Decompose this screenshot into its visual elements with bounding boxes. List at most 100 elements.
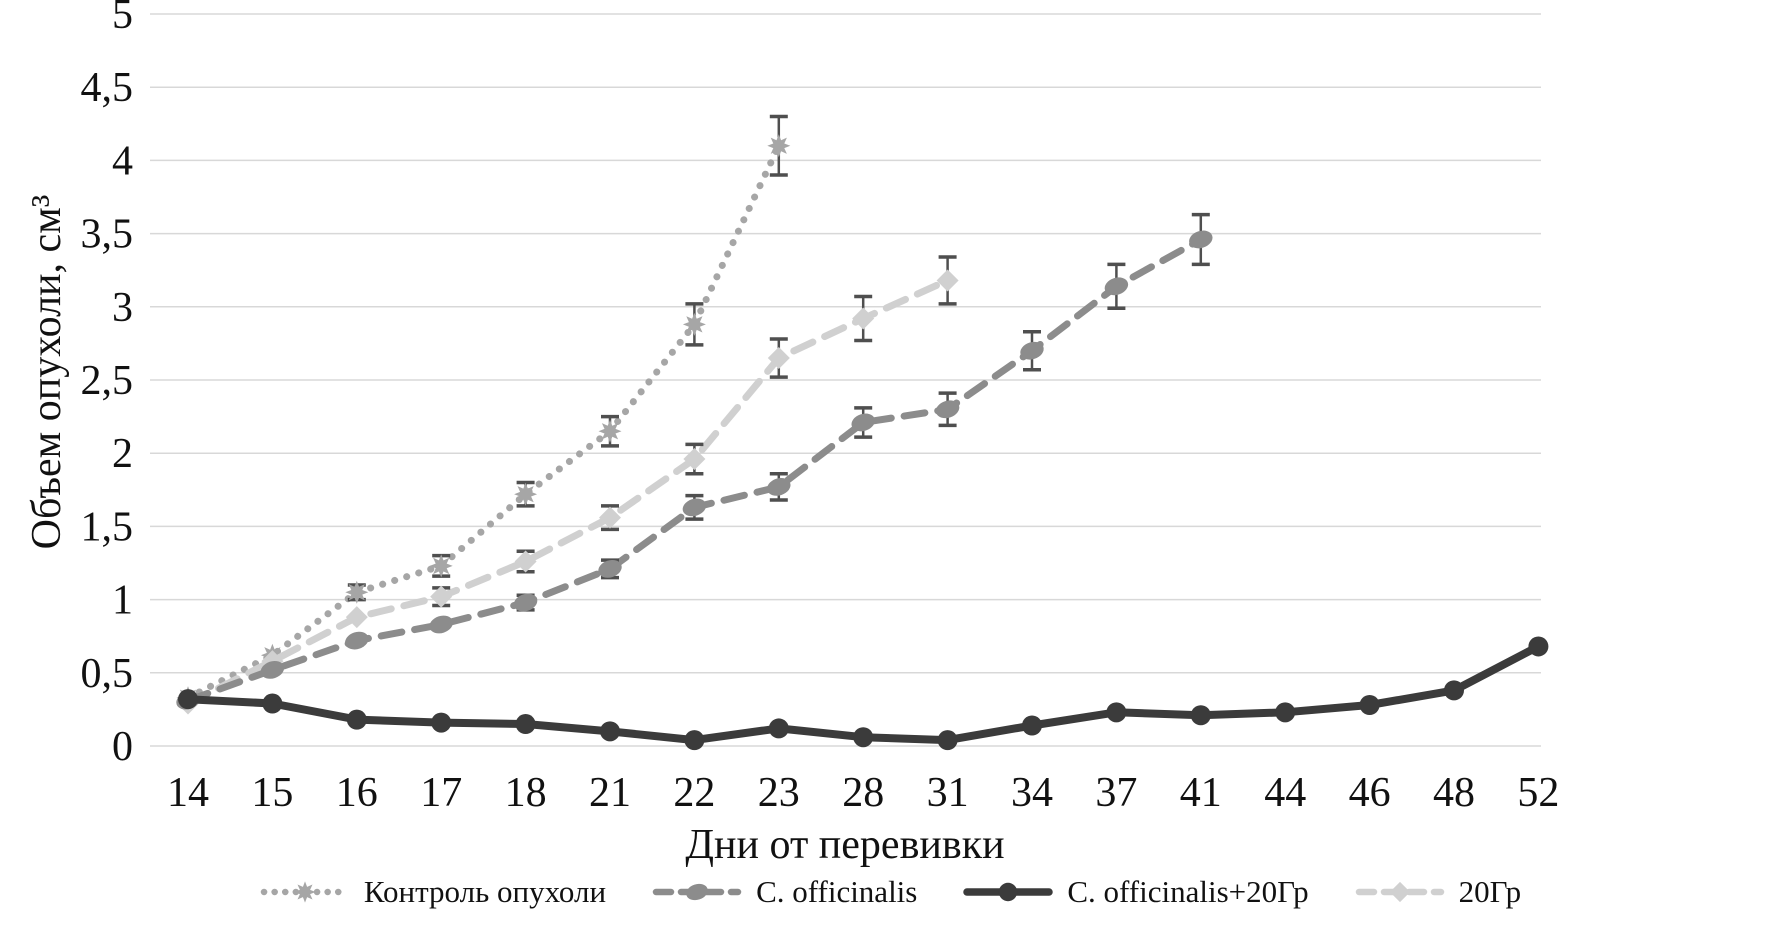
x-tick-label: 34 xyxy=(1011,770,1053,816)
y-tick-label: 5 xyxy=(112,0,133,38)
marker-oval xyxy=(1104,277,1129,296)
x-tick-label: 16 xyxy=(336,770,378,816)
series-C. officinalis xyxy=(176,212,1213,710)
marker-oval xyxy=(513,593,538,612)
marker-circle xyxy=(1106,702,1127,723)
marker-oval xyxy=(767,477,791,496)
marker-circle xyxy=(1444,680,1464,701)
legend-sample-diamond xyxy=(1355,881,1444,902)
marker-oval xyxy=(345,631,369,650)
y-tick-label: 1,5 xyxy=(81,504,134,550)
legend-sample-circle xyxy=(963,882,1054,901)
x-tick-label: 44 xyxy=(1264,770,1306,816)
legend-item-2: C. officinalis xyxy=(652,876,917,907)
marker-circle xyxy=(178,689,198,710)
marker-circle xyxy=(768,718,789,739)
marker-circle xyxy=(431,712,452,733)
marker-oval xyxy=(260,660,285,679)
marker-diamond xyxy=(430,585,453,608)
y-tick-label: 0 xyxy=(112,724,133,770)
gridlines xyxy=(150,13,1541,747)
y-tick-label: 3,5 xyxy=(81,212,134,258)
legend-item-4: 20Гр xyxy=(1355,876,1521,907)
series-layer xyxy=(176,114,1549,751)
marker-diamond xyxy=(936,269,959,292)
marker-circle xyxy=(684,730,705,751)
legend-label: 20Гр xyxy=(1458,874,1522,909)
marker-circle xyxy=(600,721,620,742)
marker-oval xyxy=(1189,230,1213,249)
x-axis-title: Дни от перевивки xyxy=(685,822,1004,868)
x-tick-label: 18 xyxy=(505,770,547,816)
marker-circle xyxy=(937,730,958,751)
marker-star xyxy=(767,134,791,158)
x-tick-label: 21 xyxy=(589,770,631,816)
x-tick-label: 22 xyxy=(673,770,715,816)
marker-oval xyxy=(851,413,875,432)
y-tick-label: 4,5 xyxy=(81,65,134,111)
series-line xyxy=(184,642,1543,745)
y-tick-label: 2,5 xyxy=(81,358,134,404)
chart-legend: Контроль опухоли C. officinalis C. officin… xyxy=(0,876,1781,907)
marker-diamond xyxy=(683,448,706,471)
marker-star xyxy=(429,554,453,578)
marker-circle xyxy=(1190,705,1211,726)
x-tick-label: 14 xyxy=(167,770,209,816)
y-tick-label: 4 xyxy=(112,138,133,184)
marker-diamond xyxy=(852,307,875,330)
x-tick-label: 52 xyxy=(1517,770,1559,816)
marker-star xyxy=(345,580,369,604)
y-tick-label: 0,5 xyxy=(81,651,134,697)
marker-star xyxy=(294,880,316,903)
marker-circle xyxy=(1275,702,1296,723)
marker-oval xyxy=(686,883,708,900)
y-axis-title: Объем опухоли, см³ xyxy=(24,195,70,550)
legend-label: Контроль опухоли xyxy=(363,874,607,909)
marker-circle xyxy=(999,882,1018,901)
marker-circle xyxy=(1528,636,1549,657)
marker-star xyxy=(682,312,706,336)
marker-oval xyxy=(598,559,622,578)
legend-sample-star xyxy=(260,880,350,903)
marker-circle xyxy=(853,727,874,748)
legend-label: C. officinalis+20Гр xyxy=(1067,874,1309,909)
marker-circle xyxy=(1359,695,1380,716)
x-tick-label: 15 xyxy=(251,770,293,816)
series-20Гр xyxy=(177,255,959,715)
marker-diamond xyxy=(767,347,790,370)
x-tick-label: 46 xyxy=(1349,770,1391,816)
series-C. officinalis+20Гр xyxy=(178,636,1549,751)
y-tick-label: 2 xyxy=(112,431,133,477)
x-tick-label: 31 xyxy=(927,770,969,816)
x-tick-label: 48 xyxy=(1433,770,1475,816)
marker-oval xyxy=(1020,341,1044,360)
x-tick-label: 17 xyxy=(420,770,462,816)
marker-diamond xyxy=(514,550,537,573)
y-tick-label: 1 xyxy=(112,578,133,624)
marker-star xyxy=(598,419,622,443)
x-tick-label: 28 xyxy=(842,770,884,816)
series-Контроль опухоли xyxy=(176,114,791,710)
marker-diamond xyxy=(599,506,621,529)
series-line xyxy=(184,142,783,702)
legend-item-3: C. officinalis+20Гр xyxy=(963,874,1309,909)
tick-labels: 0 0,5 1 1,5 2 2,5 3 3,5 4 4,5 5 14 15 16 17 18 21 22 23 28 3… xyxy=(81,0,1560,816)
marker-circle xyxy=(346,709,367,730)
legend-label: C. officinalis xyxy=(756,874,918,909)
x-tick-label: 37 xyxy=(1095,770,1137,816)
marker-diamond xyxy=(345,606,368,629)
marker-oval xyxy=(682,498,707,517)
legend-item-1: Контроль опухоли xyxy=(260,876,606,907)
x-tick-label: 23 xyxy=(758,770,800,816)
marker-circle xyxy=(262,693,283,714)
marker-star xyxy=(514,482,538,506)
marker-oval xyxy=(935,400,960,419)
marker-circle xyxy=(515,714,536,735)
series-line xyxy=(184,276,952,707)
y-tick-label: 3 xyxy=(112,285,133,331)
marker-oval xyxy=(429,615,453,634)
x-tick-label: 41 xyxy=(1180,770,1222,816)
marker-diamond xyxy=(1389,881,1410,902)
